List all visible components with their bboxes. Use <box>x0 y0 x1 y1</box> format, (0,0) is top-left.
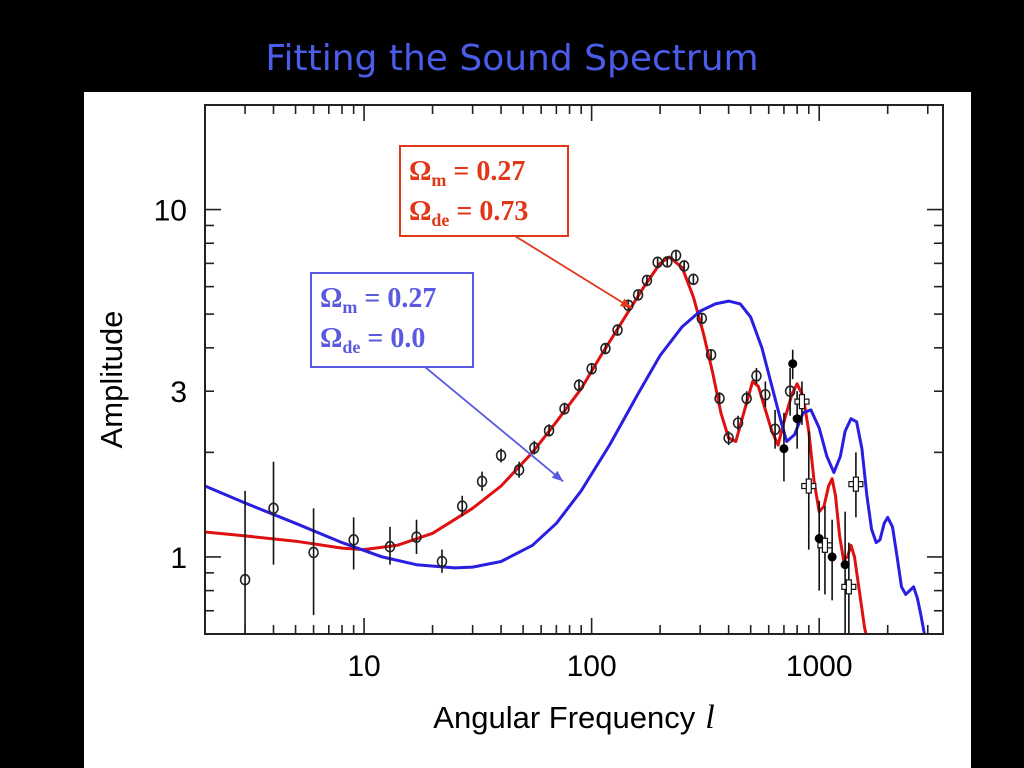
annotation-line: Ωde = 0.0 <box>320 323 425 357</box>
slide-title: Fitting the Sound Spectrum <box>265 38 759 79</box>
arrow-head <box>551 470 564 482</box>
data-point <box>714 392 725 405</box>
data-point <box>612 324 623 336</box>
data-point <box>661 256 673 268</box>
data-point <box>559 402 570 415</box>
data-point <box>573 379 585 392</box>
data-point <box>641 274 653 287</box>
data-point <box>348 534 359 546</box>
x-tick-label: 100 <box>567 650 617 683</box>
data-point-filled <box>779 444 789 454</box>
data-points <box>239 249 864 595</box>
data-point-cross <box>817 537 833 553</box>
annotation-box: Ωm = 0.27 Ωde = 0.0 <box>310 272 564 483</box>
data-point-cross <box>794 394 810 410</box>
annotation-box: Ωm = 0.27 Ωde = 0.73 <box>399 145 633 309</box>
model-curves <box>205 255 926 634</box>
axis-ticks <box>204 104 943 635</box>
data-point <box>723 432 734 444</box>
data-point <box>411 531 422 543</box>
data-point <box>784 385 796 397</box>
data-point <box>670 249 682 262</box>
annotation-arrow <box>424 366 564 483</box>
data-point <box>384 540 396 553</box>
data-point <box>751 370 762 382</box>
y-tick-label: 3 <box>170 376 187 409</box>
red-model-curve <box>205 255 868 634</box>
data-point-filled <box>792 414 802 424</box>
data-point <box>529 442 540 454</box>
y-tick-label: 10 <box>154 195 187 228</box>
y-tick-label: 1 <box>170 542 187 575</box>
y-axis-title: Amplitude <box>94 311 129 449</box>
data-point <box>769 423 781 436</box>
data-point-cross <box>848 476 864 492</box>
data-point <box>632 289 644 301</box>
data-point <box>456 500 468 512</box>
plot-frame <box>204 104 944 635</box>
annotation-arrow <box>514 235 633 309</box>
data-point <box>696 312 708 325</box>
x-axis-symbol: l <box>705 699 714 736</box>
data-point <box>495 449 507 462</box>
data-point <box>476 475 488 488</box>
annotation-line: Ωm = 0.27 <box>320 283 436 317</box>
data-point-filled <box>814 533 824 543</box>
annotations: Ωm = 0.27 Ωde = 0.73 Ωm = 0.27 Ωde = 0.0 <box>310 145 633 483</box>
data-point <box>705 348 717 361</box>
data-point <box>586 363 597 375</box>
data-point-filled <box>827 552 837 562</box>
data-point <box>308 546 319 559</box>
data-point <box>741 392 752 405</box>
x-axis-title: Angular Frequency l <box>433 699 714 736</box>
data-point <box>760 388 771 401</box>
data-point-cross <box>841 579 857 595</box>
data-point <box>732 417 744 429</box>
x-tick-label: 10 <box>347 650 380 683</box>
data-point <box>543 424 555 437</box>
chart-panel: 10 100 1000 1 3 10 Ωm = 0.27 Ωde = 0.73 Ωm = 0.… <box>84 92 971 768</box>
data-point-cross <box>801 478 817 494</box>
x-axis-title-text: Angular Frequency <box>433 700 695 735</box>
data-point <box>600 342 611 355</box>
data-point <box>688 273 699 286</box>
data-point <box>268 502 279 515</box>
blue-model-curve <box>205 299 926 634</box>
data-point <box>239 573 251 586</box>
data-point-filled <box>840 560 850 570</box>
arrow-head <box>619 298 632 309</box>
data-point <box>436 555 448 568</box>
data-point-filled <box>788 359 798 369</box>
annotation-line: Ωde = 0.73 <box>409 196 528 230</box>
tick-labels: 10 100 1000 1 3 10 <box>154 195 853 683</box>
x-tick-label: 1000 <box>786 650 853 683</box>
data-point <box>678 260 690 272</box>
annotation-line: Ωm = 0.27 <box>409 156 525 190</box>
data-point <box>513 464 525 476</box>
